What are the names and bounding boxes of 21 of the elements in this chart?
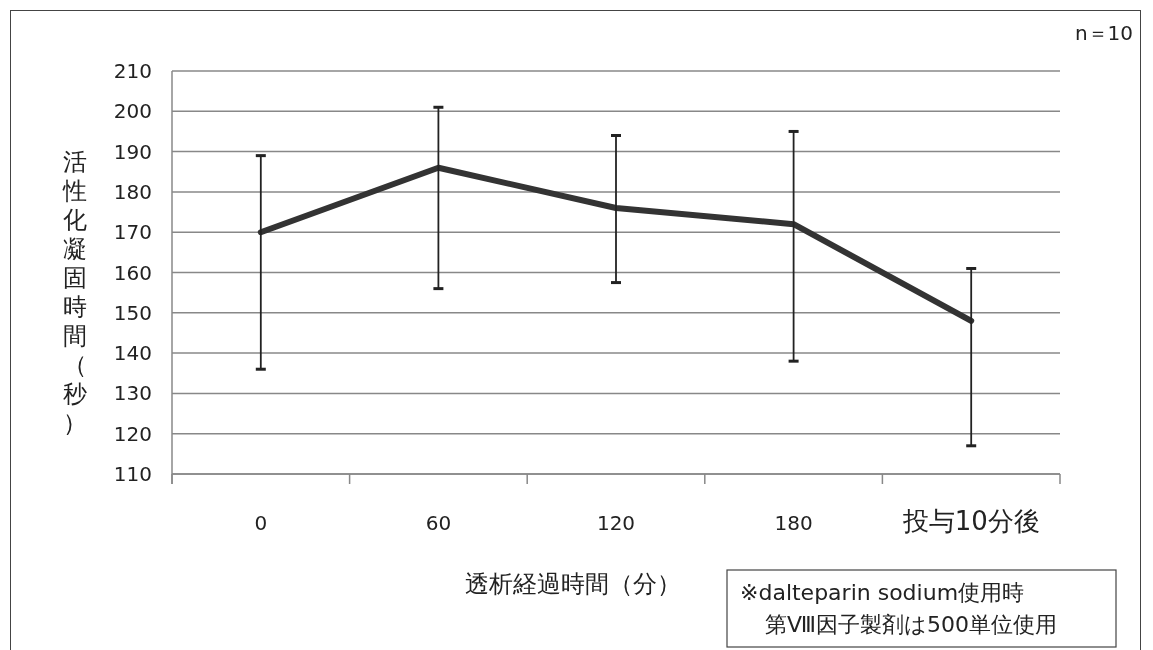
text: 第Ⅷ因子製剤は500単位使用 xyxy=(765,612,1057,637)
x-tick-label: 60 xyxy=(425,511,452,535)
y-tick-label: 180 xyxy=(113,179,152,204)
y-tick-label: 110 xyxy=(113,462,152,486)
y-tick-label: 200 xyxy=(113,99,152,124)
text: n＝10 xyxy=(1074,21,1133,45)
x-tick-label: 180 xyxy=(774,511,813,535)
y-tick-label: 190 xyxy=(113,139,152,164)
text: 活性化凝固時間（秒） xyxy=(63,148,87,437)
y-tick-label: 130 xyxy=(113,381,152,406)
y-tick-label: 170 xyxy=(113,220,152,245)
x-tick-label: 0 xyxy=(254,511,268,535)
y-tick-label: 140 xyxy=(113,341,152,366)
y-tick-label: 160 xyxy=(113,260,152,285)
y-tick-label: 210 xyxy=(113,59,152,83)
text: ※dalteparin sodium使用時 xyxy=(740,580,1025,605)
x-tick-label: 120 xyxy=(596,511,636,535)
x-tick-label: 投与10分後 xyxy=(901,506,1040,536)
y-tick-label: 150 xyxy=(113,300,152,325)
y-tick-label: 120 xyxy=(113,421,152,446)
x-axis-title: 透析経過時間（分） xyxy=(465,570,681,598)
